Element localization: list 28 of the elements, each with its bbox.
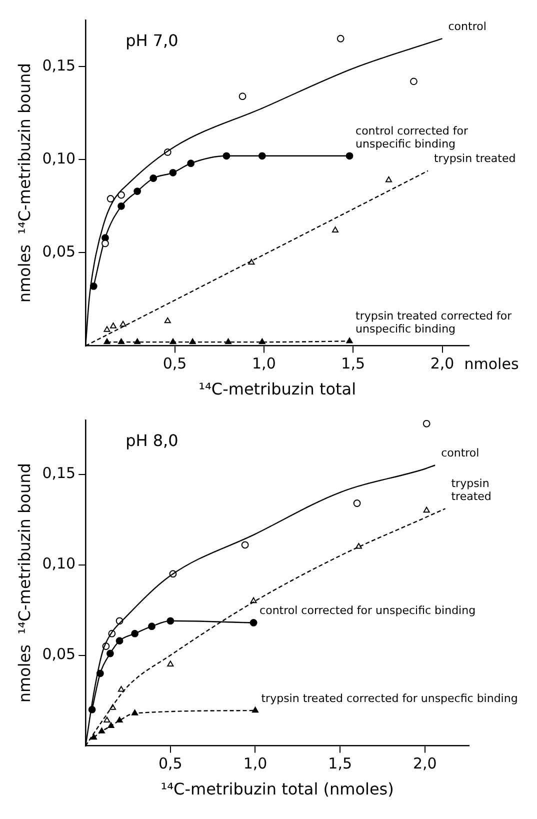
y-tick-label: 0,15 [42,464,76,482]
series-label: trypsin treated [434,152,516,166]
text: pH 7,0 [126,31,178,50]
text: pH 8,0 [126,431,178,450]
x-tick-label: 1,5 [328,754,352,773]
x-tick-label: 2,0 [430,354,454,373]
series-label: trypsin treated corrected for unspecfic binding [261,692,518,705]
x-tick-label: 1,0 [252,354,276,373]
x-tick-label: 0,5 [162,354,187,373]
series-label: trypsin treated [451,477,492,504]
x-tick-label: 2,0 [412,754,437,773]
y-tick-label: 0,15 [42,56,76,74]
series-label: trypsin treated corrected for unspecific binding [356,310,512,336]
y-tick-label: 0,05 [42,242,76,261]
y-axis-title: nmoles ¹⁴C-metribuzin bound [14,463,34,703]
text: nmoles [464,355,519,374]
x-axis-title: ¹⁴C-metribuzin total (nmoles) [160,780,394,799]
y-tick-label: 0,10 [42,554,76,573]
y-axis-title: nmoles ¹⁴C-metribuzin bound [14,63,34,303]
x-tick-label: 1,5 [341,354,366,373]
series-label: control corrected for unspecific binding [260,604,476,618]
series-label: control [441,446,480,460]
y-tick-label: 0,05 [42,645,76,664]
x-axis-title: ¹⁴C-metribuzin total [198,380,356,399]
y-tick-label: 0,10 [42,150,76,168]
x-tick-label: 0,5 [158,754,182,773]
series-label: control [448,20,486,33]
x-tick-label: 1,0 [243,754,268,773]
